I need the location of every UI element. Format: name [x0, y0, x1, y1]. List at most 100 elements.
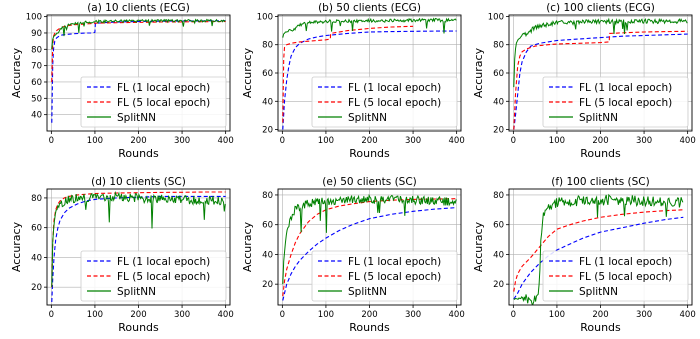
y-tick-label: 80	[31, 45, 42, 55]
x-tick-label: 0	[280, 310, 285, 320]
legend-label: FL (1 local epoch)	[348, 256, 441, 268]
x-tick-label: 300	[405, 310, 421, 320]
plot-frame	[46, 188, 231, 306]
x-tick-label: 100	[87, 136, 103, 146]
chart-panel-1: (a) 10 clients (ECG) 0 100 200 300 400 40 50 60 7…	[10, 2, 234, 160]
legend: FL (1 local epoch) FL (5 local epoch) Spli…	[311, 76, 458, 128]
chart-title: (b) 50 clients (ECG)	[318, 2, 421, 14]
y-tick-label: 60	[262, 221, 273, 231]
legend-label: SplitNN	[117, 286, 156, 298]
x-axis-label: Rounds	[580, 147, 621, 160]
y-axis-label: Accuracy	[10, 47, 23, 98]
chart-panel-4: (d) 10 clients (SC) 0 100 200 300 400 20 40 60 80…	[10, 176, 234, 334]
series-lines	[282, 17, 457, 130]
legend-box	[80, 76, 227, 128]
plot-frame	[508, 14, 693, 132]
legend: FL (1 local epoch) FL (5 local epoch) Spli…	[80, 76, 227, 128]
legend-label: SplitNN	[117, 112, 156, 124]
legend-label: FL (1 local epoch)	[117, 82, 210, 94]
chart-title: (c) 100 clients (ECG)	[546, 2, 655, 14]
chart-panel-3: (c) 100 clients (ECG) 0 100 200 300 400 20 40 60…	[472, 2, 696, 160]
y-tick-label: 80	[262, 191, 273, 201]
chart-panel-2: (b) 50 clients (ECG) 0 100 200 300 400 20 40 60 8…	[241, 2, 465, 160]
x-tick-label: 400	[680, 136, 696, 146]
x-axis-label: Rounds	[349, 147, 390, 160]
chart-title: (d) 10 clients (SC)	[91, 176, 186, 188]
series-line-3	[513, 17, 688, 88]
y-tick-label: 20	[31, 283, 42, 293]
y-tick-label: 80	[262, 41, 273, 51]
y-tick-label: 40	[262, 250, 273, 260]
y-axis-label: Accuracy	[472, 221, 485, 272]
series-line-3	[51, 18, 226, 50]
series-lines	[513, 193, 684, 305]
x-tick-label: 300	[174, 136, 190, 146]
y-tick-label: 80	[31, 194, 42, 204]
legend-label: SplitNN	[348, 112, 387, 124]
series-line-2	[51, 20, 226, 83]
y-tick-label: 100	[488, 12, 504, 22]
series-line-1	[282, 207, 457, 301]
legend-box	[542, 76, 689, 128]
x-tick-label: 100	[318, 136, 334, 146]
x-axis-label: Rounds	[118, 147, 159, 160]
series-line-2	[513, 30, 688, 130]
x-tick-label: 200	[130, 136, 146, 146]
y-tick-label: 40	[31, 253, 42, 263]
chart-title: (f) 100 clients (SC)	[551, 176, 649, 188]
legend: FL (1 local epoch) FL (5 local epoch) Spli…	[80, 250, 227, 302]
y-tick-label: 80	[493, 41, 504, 51]
x-tick-label: 400	[449, 136, 465, 146]
x-tick-label: 300	[405, 136, 421, 146]
chart-title: (e) 50 clients (SC)	[322, 176, 417, 188]
series-line-1	[513, 216, 684, 300]
y-tick-label: 20	[493, 280, 504, 290]
plot-frame	[46, 14, 231, 132]
y-tick-label: 20	[493, 126, 504, 136]
x-tick-label: 200	[361, 310, 377, 320]
plot-frame	[508, 188, 693, 306]
legend-box	[311, 76, 458, 128]
y-axis-label: Accuracy	[472, 47, 485, 98]
legend-label: SplitNN	[579, 286, 618, 298]
legend-label: FL (5 local epoch)	[348, 271, 441, 283]
y-tick-label: 20	[262, 126, 273, 136]
legend: FL (1 local epoch) FL (5 local epoch) Spli…	[542, 76, 689, 128]
legend-box	[542, 250, 689, 302]
legend-box	[80, 250, 227, 302]
y-tick-label: 20	[262, 280, 273, 290]
x-tick-label: 100	[87, 310, 103, 320]
legend-label: FL (5 local epoch)	[117, 271, 210, 283]
y-tick-label: 70	[31, 62, 42, 72]
legend-label: FL (5 local epoch)	[579, 271, 672, 283]
y-tick-label: 80	[493, 191, 504, 201]
series-lines	[51, 190, 226, 303]
legend-box	[311, 250, 458, 302]
series-lines	[513, 17, 688, 130]
x-axis-label: Rounds	[580, 321, 621, 334]
series-line-1	[513, 33, 688, 130]
x-tick-label: 400	[218, 310, 234, 320]
x-tick-label: 200	[130, 310, 146, 320]
x-tick-label: 0	[49, 136, 54, 146]
x-tick-label: 200	[361, 136, 377, 146]
y-tick-label: 40	[262, 97, 273, 107]
y-tick-label: 100	[26, 13, 42, 23]
y-axis-label: Accuracy	[241, 221, 254, 272]
x-tick-label: 100	[549, 136, 565, 146]
x-tick-label: 0	[49, 310, 54, 320]
y-tick-label: 60	[31, 78, 42, 88]
series-line-3	[282, 17, 457, 38]
x-tick-label: 300	[174, 310, 190, 320]
legend: FL (1 local epoch) FL (5 local epoch) Spli…	[311, 250, 458, 302]
y-tick-label: 60	[493, 69, 504, 79]
legend-label: SplitNN	[348, 286, 387, 298]
series-line-3	[282, 193, 457, 285]
y-tick-label: 100	[257, 12, 273, 22]
x-tick-label: 400	[218, 136, 234, 146]
x-tick-label: 0	[280, 136, 285, 146]
chart-panel-6: (f) 100 clients (SC) 0 100 200 300 400 20 40 60 8…	[472, 176, 696, 334]
plot-frame	[277, 188, 462, 306]
plot-frame	[277, 14, 462, 132]
